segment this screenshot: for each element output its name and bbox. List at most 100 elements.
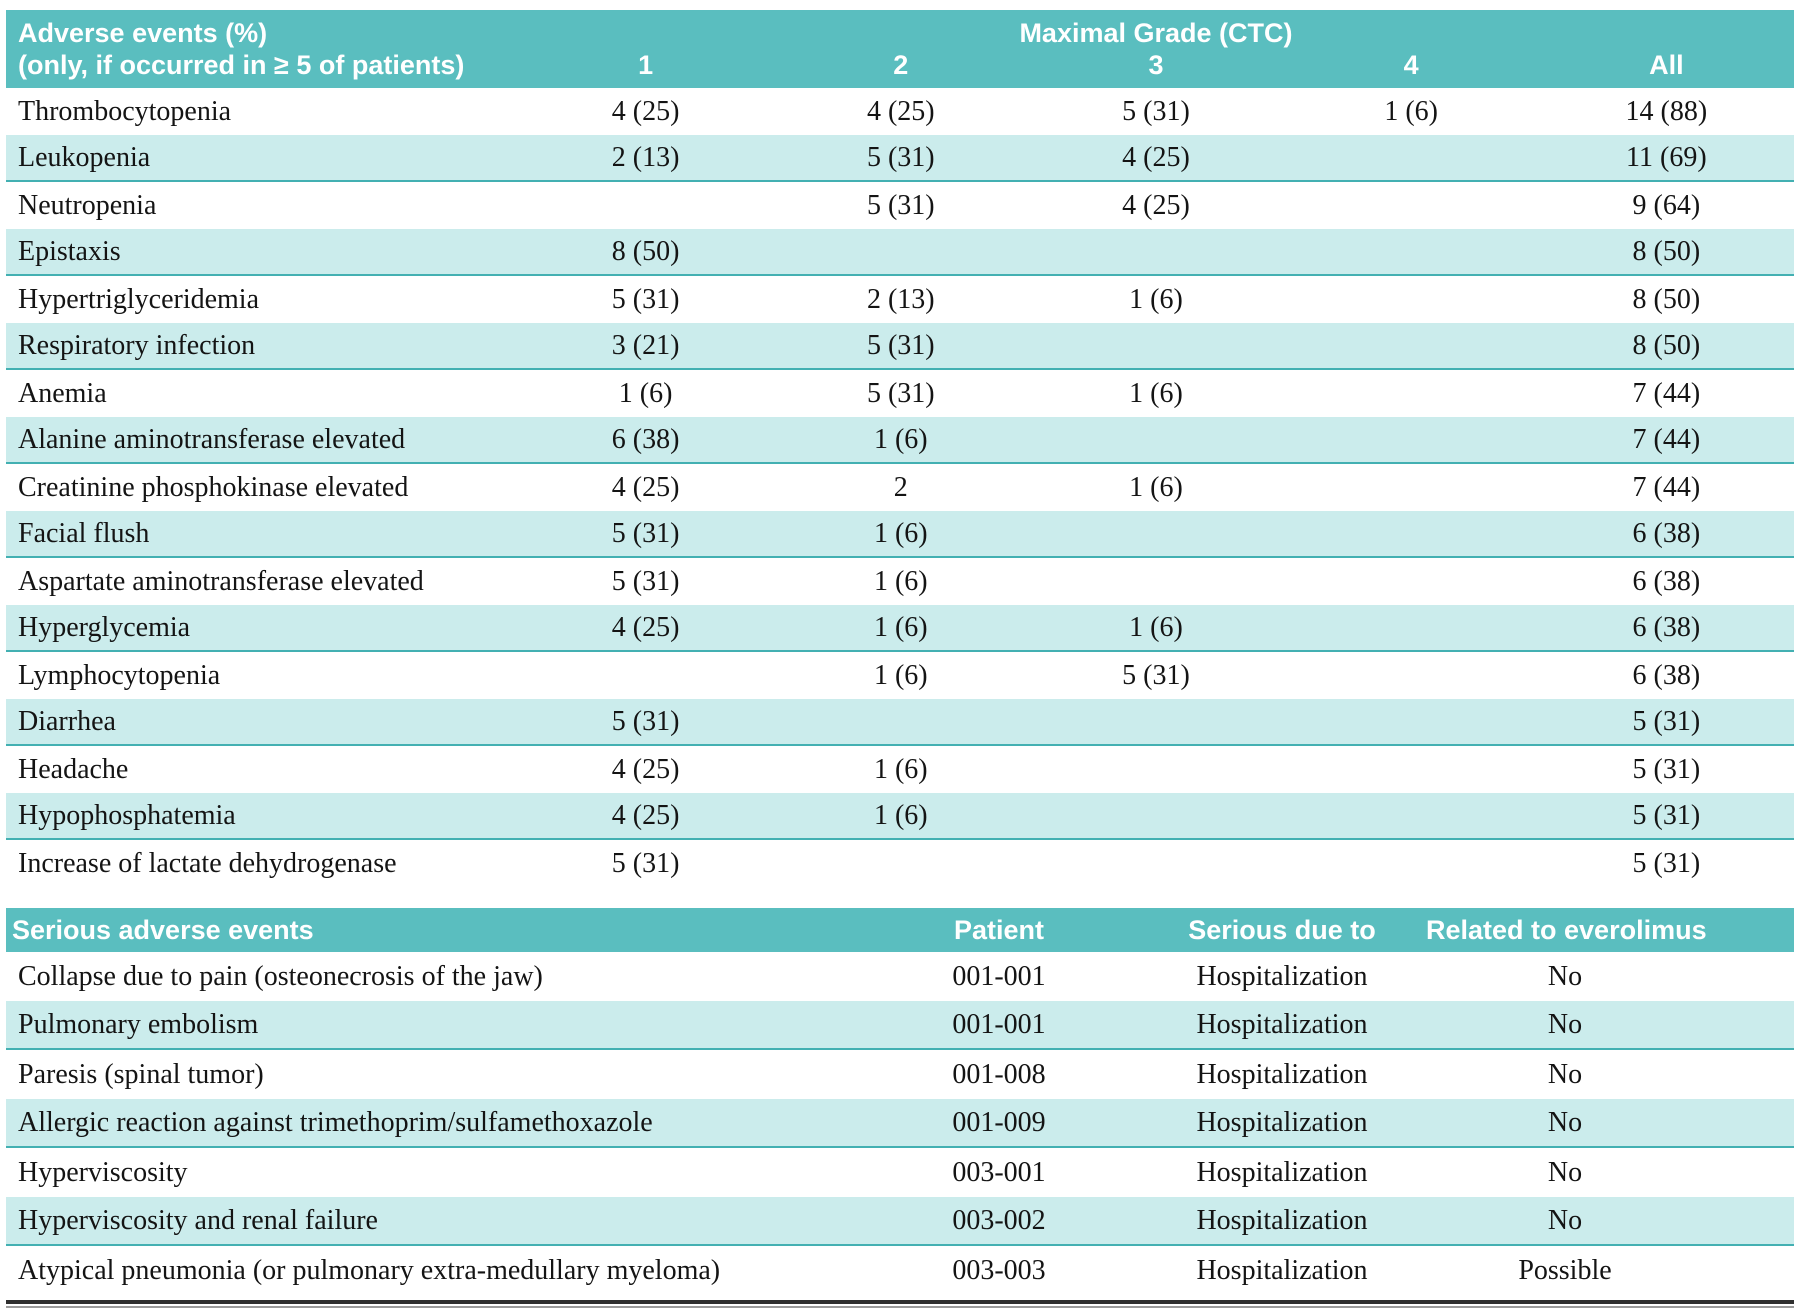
grade-value-cell: 5 (31) [1122,659,1190,691]
grade-value-cell: 5 (31) [611,705,680,737]
grade-value-cell: 1 (6) [873,659,928,691]
patient-cell: 003-002 [952,1204,1046,1236]
patient-cell: 001-001 [952,1008,1046,1040]
adverse-event-label: Facial flush [18,517,150,549]
grade-value-cell: 1 (6) [873,517,928,549]
adverse-event-row: Hypertriglyceridemia 5 (31) 2 (13) 1 (6) 8 (… [6,276,1794,323]
grade-value-cell: 7 (44) [1632,471,1701,503]
adverse-event-row: Alanine aminotransferase elevated 6 (38) 1… [6,417,1794,464]
serious-adverse-event-row: Hyperviscosity 003-001 Hospitalization No [6,1148,1794,1197]
adverse-event-row: Neutropenia 5 (31) 4 (25) 9 (64) [6,182,1794,229]
adverse-event-row: Diarrhea 5 (31) 5 (31) [6,699,1794,746]
serious-adverse-event-label: Hyperviscosity and renal failure [18,1204,378,1236]
grade-value-cell: 7 (44) [1632,377,1701,409]
serious-due-to-cell: Hospitalization [1196,1204,1368,1236]
grade-column-header-all: All [1649,50,1684,80]
related-cell: Possible [1518,1254,1612,1286]
serious-adverse-event-label: Pulmonary embolism [18,1008,259,1040]
grade-value-cell: 5 (31) [866,329,935,361]
adverse-table-title-line2: (only, if occurred in ≥ 5 of patients) [18,50,465,80]
serious-adverse-event-label: Paresis (spinal tumor) [18,1058,264,1090]
grade-value-cell: 9 (64) [1632,189,1701,221]
patient-column-header: Patient [953,914,1045,945]
patient-cell: 003-001 [952,1156,1046,1188]
grade-value-cell: 4 (25) [611,95,680,127]
maximal-grade-group-header: Maximal Grade (CTC) [1019,18,1293,48]
grade-value-cell: 1 (6) [1129,377,1183,409]
related-cell: No [1547,1008,1583,1040]
serious-adverse-event-row: Allergic reaction against trimethoprim/s… [6,1099,1794,1148]
grade-value-cell: 4 (25) [866,95,935,127]
adverse-table-title-line1: Adverse events (%) [18,18,268,48]
grade-value-cell: 2 [893,471,908,503]
grade-value-cell: 6 (38) [1632,659,1701,691]
grade-value-cell: 3 (21) [611,329,680,361]
adverse-event-label: Anemia [18,377,107,409]
adverse-event-label: Increase of lactate dehydrogenase [18,847,397,879]
serious-table-header: Serious adverse events Patient Serious d… [6,908,1794,952]
adverse-event-label: Diarrhea [18,705,116,737]
grade-value-cell: 5 (31) [1122,95,1190,127]
grade-value-cell: 1 (6) [873,753,928,785]
grade-value-cell: 5 (31) [866,141,935,173]
serious-due-to-cell: Hospitalization [1196,1156,1368,1188]
grade-value-cell: 6 (38) [1632,565,1701,597]
patient-cell: 001-009 [952,1106,1046,1138]
serious-due-to-cell: Hospitalization [1196,1254,1368,1286]
grade-column-header-4: 4 [1403,50,1419,80]
related-cell: No [1547,1058,1583,1090]
grade-value-cell: 5 (31) [1632,799,1701,831]
grade-value-cell: 1 (6) [873,565,928,597]
grade-value-cell: 4 (25) [611,471,680,503]
grade-value-cell: 6 (38) [611,423,680,455]
adverse-event-row: Leukopenia 2 (13) 5 (31) 4 (25) 11 (69) [6,135,1794,182]
adverse-event-row: Lymphocytopenia 1 (6) 5 (31) 6 (38) [6,652,1794,699]
adverse-event-row: Increase of lactate dehydrogenase 5 (31) 5… [6,840,1794,887]
grade-column-header-3: 3 [1148,50,1164,80]
grade-value-cell: 7 (44) [1632,423,1701,455]
grade-value-cell: 1 (6) [1129,283,1183,315]
serious-rows: Collapse due to pain (osteonecrosis of t… [0,952,1800,1295]
related-cell: No [1547,960,1583,992]
grade-value-cell: 8 (50) [1632,235,1701,267]
bottom-double-rule [6,1300,1794,1308]
adverse-event-label: Aspartate aminotransferase elevated [18,565,424,597]
tables-gap [0,887,1800,908]
patient-cell: 001-008 [952,1058,1046,1090]
serious-adverse-event-label: Collapse due to pain (osteonecrosis of t… [18,960,543,992]
grade-value-cell: 11 (69) [1626,141,1707,173]
patient-cell: 003-003 [952,1254,1046,1286]
grade-value-cell: 5 (31) [866,377,935,409]
grade-value-cell: 4 (25) [611,611,680,643]
adverse-event-label: Alanine aminotransferase elevated [18,423,406,455]
adverse-event-row: Anemia 1 (6) 5 (31) 1 (6) 7 (44) [6,370,1794,417]
adverse-event-row: Facial flush 5 (31) 1 (6) 6 (38) [6,511,1794,558]
grade-value-cell: 4 (25) [611,753,680,785]
grade-value-cell: 4 (25) [1122,141,1190,173]
serious-adverse-event-label: Allergic reaction against trimethoprim/s… [18,1106,653,1138]
serious-adverse-event-label: Atypical pneumonia (or pulmonary extra-m… [18,1254,721,1286]
adverse-event-row: Aspartate aminotransferase elevated 5 (31… [6,558,1794,605]
related-cell: No [1547,1106,1583,1138]
grade-value-cell: 5 (31) [866,189,935,221]
serious-adverse-event-row: Paresis (spinal tumor) 001-008 Hospitaliza… [6,1050,1794,1099]
adverse-event-row: Headache 4 (25) 1 (6) 5 (31) [6,746,1794,793]
adverse-event-label: Headache [18,753,129,785]
grade-value-cell: 1 (6) [1384,95,1438,127]
adverse-rows: Thrombocytopenia 4 (25) 4 (25) 5 (31) 1 (6) 1… [0,88,1800,887]
grade-value-cell: 5 (31) [1632,847,1701,879]
grade-value-cell: 14 (88) [1625,95,1708,127]
serious-due-to-cell: Hospitalization [1196,1106,1368,1138]
adverse-event-label: Epistaxis [18,235,121,267]
grade-value-cell: 1 (6) [873,423,928,455]
adverse-event-row: Epistaxis 8 (50) 8 (50) [6,229,1794,276]
related-cell: No [1547,1204,1583,1236]
adverse-event-row: Thrombocytopenia 4 (25) 4 (25) 5 (31) 1 (6) 1… [6,88,1794,135]
serious-adverse-event-row: Collapse due to pain (osteonecrosis of t… [6,952,1794,1001]
grade-value-cell: 1 (6) [873,611,928,643]
adverse-event-row: Hyperglycemia 4 (25) 1 (6) 1 (6) 6 (38) [6,605,1794,652]
related-to-everolimus-column-header: Related to everolimus [1426,914,1707,945]
serious-due-to-cell: Hospitalization [1196,1008,1368,1040]
adverse-event-label: Hyperglycemia [18,611,191,643]
grade-value-cell: 8 (50) [1632,329,1701,361]
